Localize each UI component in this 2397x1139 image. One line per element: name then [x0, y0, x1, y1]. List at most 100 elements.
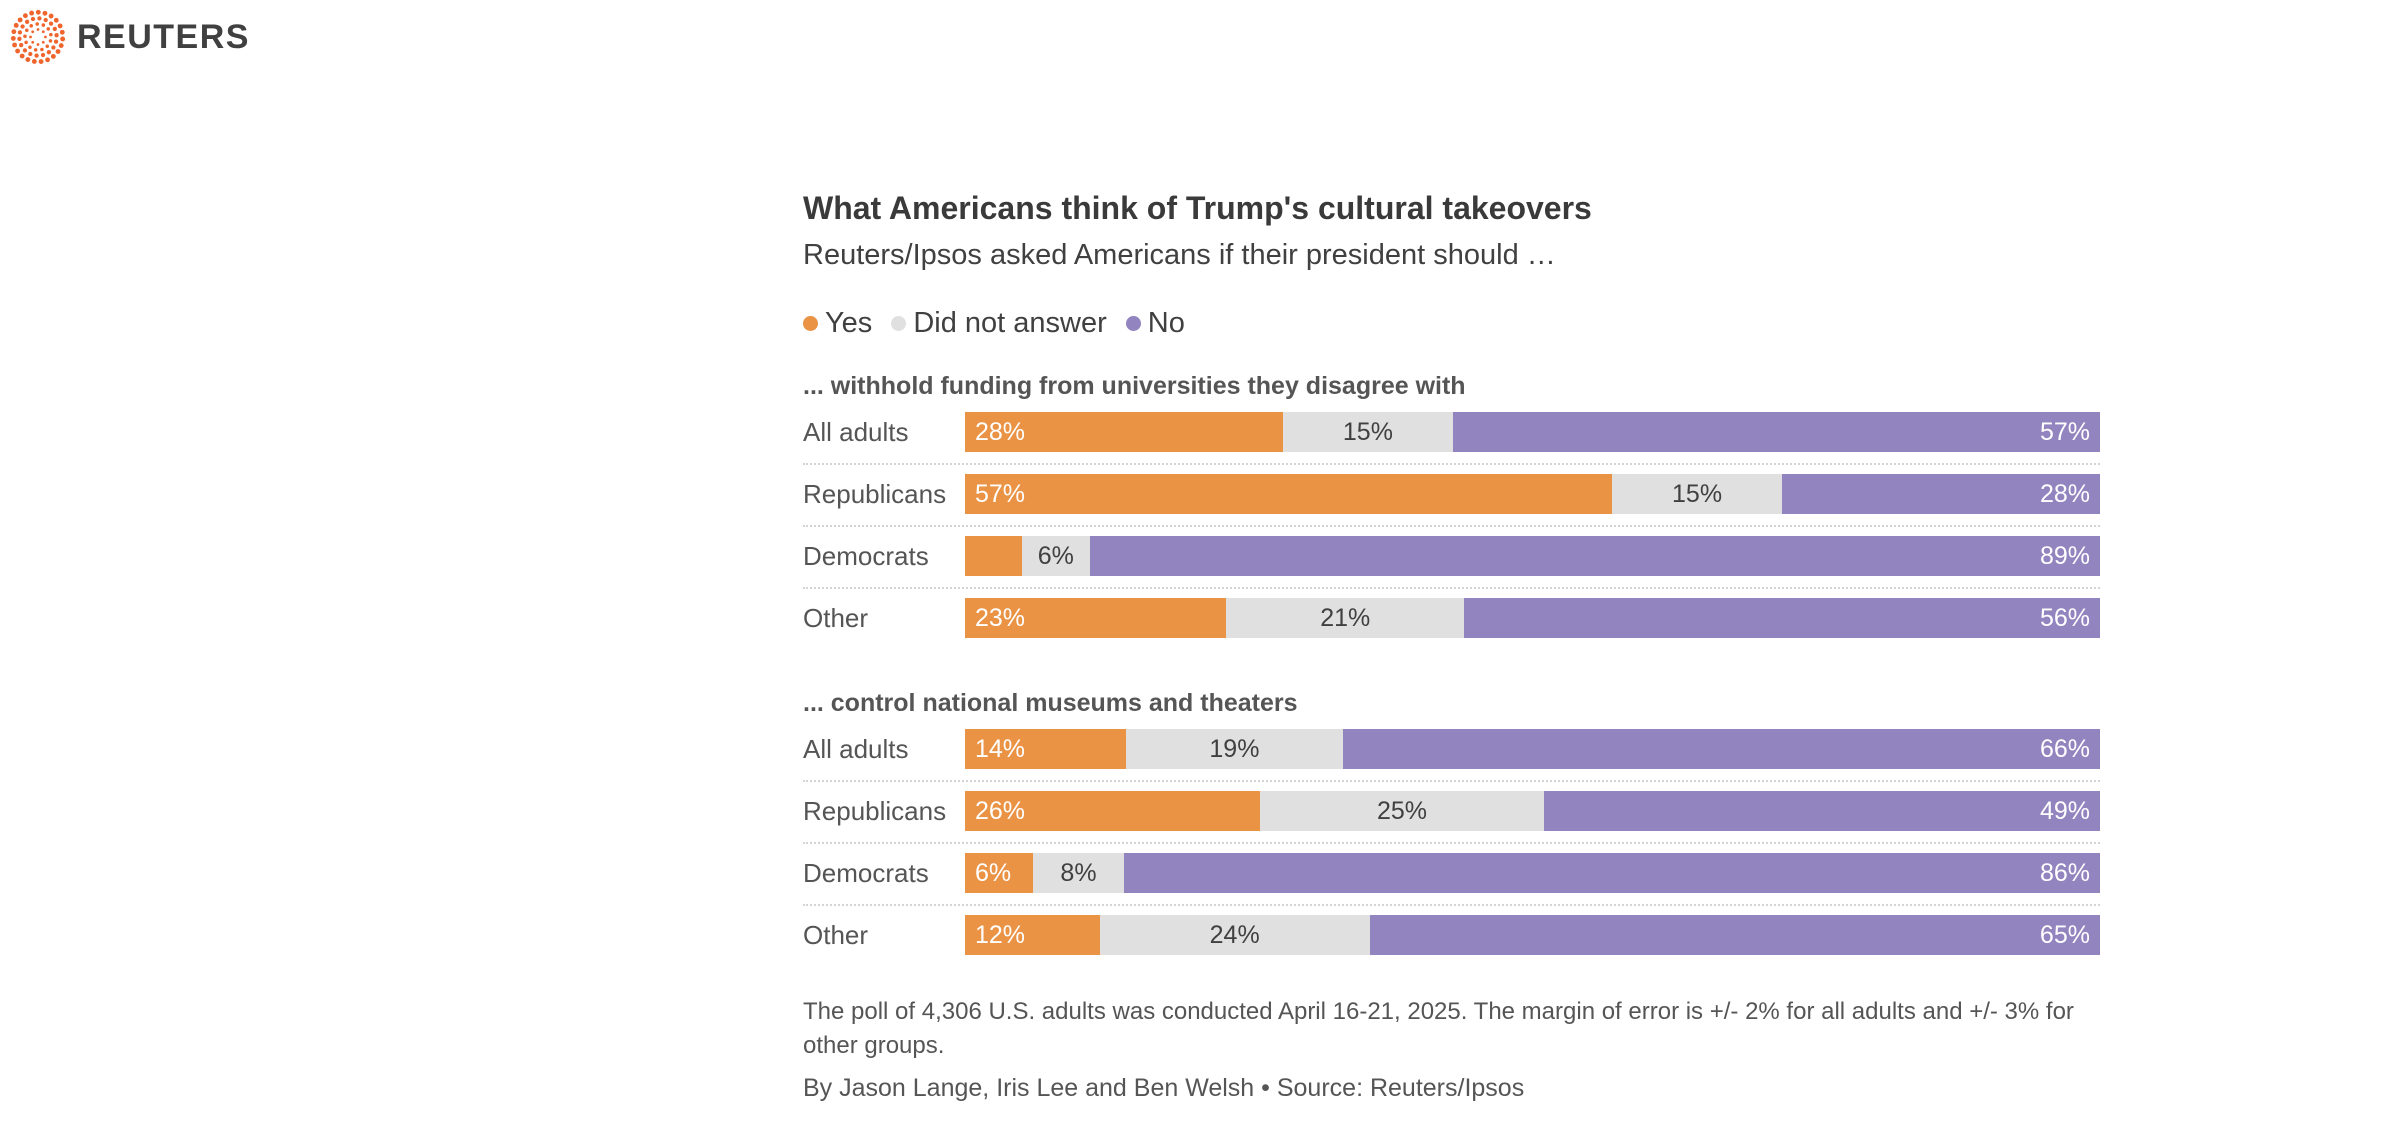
logo-dot — [37, 16, 42, 21]
logo-dot — [31, 40, 35, 44]
bar-segment-did-not-answer: 8% — [1033, 853, 1124, 893]
bar-segment-did-not-answer: 15% — [1282, 412, 1454, 452]
logo-dot — [53, 17, 59, 23]
bar-row: Republicans 26% 25% 49% — [803, 791, 2100, 844]
chart-legend: Yes Did not answer No — [803, 304, 2100, 342]
data-label: 28% — [2039, 480, 2090, 508]
bar-segment-no: 57% — [1453, 412, 2100, 452]
logo-dot — [28, 45, 32, 50]
data-label: 8% — [1060, 859, 1097, 887]
bar-row: All adults 28% 15% 57% — [803, 412, 2100, 465]
logo-dot — [29, 35, 32, 39]
data-label: 57% — [975, 480, 1026, 508]
logo-dot — [24, 19, 30, 24]
data-label: 6% — [1037, 542, 1074, 570]
logo-dot — [25, 57, 31, 62]
panel-heading: ... control national museums and theater… — [803, 689, 1298, 717]
bar-segment-no: 28% — [1782, 474, 2100, 514]
panel-control-museums: ... control national museums and theater… — [803, 687, 2100, 955]
bar-segment-yes: 23% — [965, 598, 1227, 638]
bar-segment-no: 66% — [1343, 729, 2100, 769]
reuters-dot-logo-icon — [10, 9, 66, 64]
bar-row: All adults 14% 19% 66% — [803, 729, 2100, 782]
logo-dot — [48, 13, 54, 19]
logo-dot — [51, 45, 56, 50]
logo-dot — [41, 23, 46, 27]
logo-dot — [45, 57, 51, 63]
logo-dot — [41, 30, 45, 34]
logo-dot — [42, 10, 48, 16]
bar-segment-yes: 28% — [965, 412, 1283, 452]
legend-item-no: No — [1125, 307, 1185, 340]
logo-dot — [28, 51, 33, 57]
data-label: 21% — [1320, 604, 1371, 632]
logo-dot — [12, 42, 18, 48]
reuters-logo[interactable]: REUTERS — [10, 9, 250, 65]
data-label: 25% — [1376, 797, 1427, 825]
data-label: 14% — [975, 735, 1026, 763]
logo-dot — [29, 10, 35, 16]
bar-row: Democrats 6% 8% 86% — [803, 853, 2100, 906]
legend-dot-did-not-answer — [891, 315, 907, 331]
data-label: 57% — [2039, 418, 2090, 446]
category-label: All adults — [803, 734, 909, 764]
stacked-bar: 12% 24% 65% — [965, 915, 2100, 955]
data-label: 28% — [975, 418, 1026, 446]
stacked-bar: 6% 8% 86% — [965, 853, 2100, 893]
data-label: 89% — [2039, 542, 2090, 570]
logo-dot — [15, 48, 21, 54]
data-label: 65% — [2039, 921, 2090, 949]
logo-dot — [34, 53, 39, 58]
bar-segment-no: 49% — [1543, 791, 2100, 831]
data-label: 56% — [2039, 604, 2090, 632]
logo-dot — [31, 30, 35, 34]
logo-dot — [11, 29, 17, 35]
bar-segment-yes: 14% — [965, 729, 1126, 769]
logo-dot — [35, 22, 39, 26]
bar-segment-did-not-answer: 15% — [1611, 474, 1783, 514]
bar-segment-did-not-answer: 25% — [1260, 791, 1544, 831]
logo-dot — [29, 24, 33, 28]
logo-dot — [45, 44, 50, 48]
logo-dot — [19, 53, 25, 59]
logo-dot — [59, 29, 65, 35]
reuters-wordmark: REUTERS — [77, 18, 250, 56]
site-header: REUTERS — [0, 0, 400, 76]
panel-rows: All adults 14% 19% 66% Republicans 26% 25% 49% D… — [803, 729, 2100, 955]
logo-dot — [38, 59, 44, 64]
panel-heading: ... withhold funding from universities t… — [803, 372, 1466, 400]
category-label: Other — [803, 603, 869, 633]
logo-dot — [25, 28, 29, 33]
logo-dot — [31, 59, 37, 64]
bar-segment-did-not-answer: 19% — [1125, 729, 1344, 769]
panel-rows: All adults 28% 15% 57% Republicans 57% 15% 28% D… — [803, 412, 2100, 638]
logo-dot — [10, 35, 16, 41]
logo-dot — [48, 21, 54, 26]
legend-dot-no — [1125, 315, 1141, 331]
stacked-bar: 23% 21% 56% — [965, 598, 2100, 638]
logo-dot — [46, 50, 52, 55]
legend-label-did-not-answer: Did not answer — [913, 306, 1107, 339]
logo-dot — [41, 40, 45, 44]
logo-dot — [43, 17, 48, 23]
logo-dot — [13, 22, 19, 28]
category-label: All adults — [803, 417, 909, 447]
logo-dot — [17, 30, 23, 35]
stacked-bar: 28% 15% 57% — [965, 412, 2100, 452]
bar-segment-no: 56% — [1464, 598, 2100, 638]
logo-dot — [30, 16, 36, 22]
bar-segment-did-not-answer: 21% — [1226, 598, 1465, 638]
bar-segment-yes: 57% — [965, 474, 1612, 514]
data-label: 86% — [2039, 859, 2090, 887]
bar-row: Other 12% 24% 65% — [803, 915, 2100, 955]
bar-segment-no: 89% — [1089, 536, 2100, 576]
bar-segment-yes: 12% — [965, 915, 1100, 955]
logo-dot — [24, 40, 28, 45]
stacked-bar: 57% 15% 28% — [965, 474, 2100, 514]
legend-dot-yes — [803, 315, 818, 331]
logo-dot — [44, 35, 47, 39]
logo-dot — [40, 52, 46, 58]
data-label: 6% — [975, 859, 1012, 887]
logo-dot — [58, 43, 64, 48]
logo-dot — [50, 53, 56, 59]
